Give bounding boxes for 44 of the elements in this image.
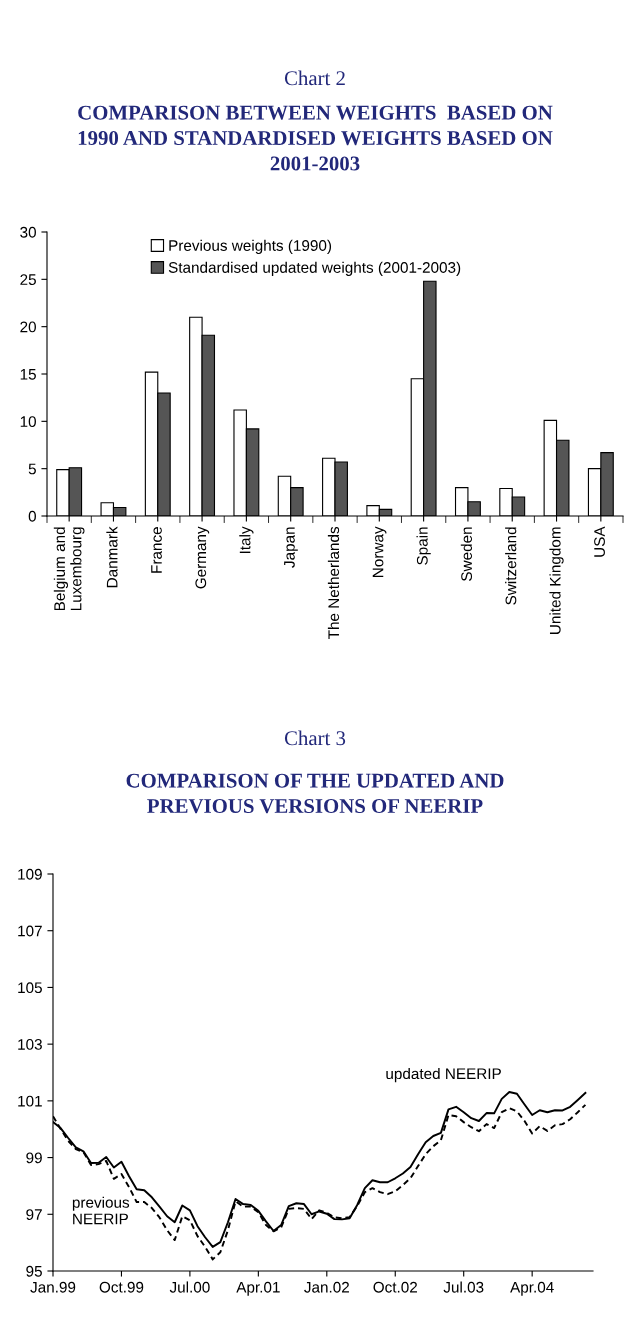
x-tick-label: Danmark <box>106 526 118 588</box>
chart-title: Chart 2 <box>284 70 345 86</box>
chart-subtitle: COMPARISON BETWEEN WEIGHTS BASED ON 1990 AND STANDARDISED WEIGHTS BASED ON 2001-2003 <box>78 105 553 171</box>
x-tick-label: Spain <box>416 527 431 565</box>
x-tick-label: The Netherlands <box>327 526 340 640</box>
x-tick-label: Switzerland <box>505 527 517 605</box>
y-tick-label: 5 <box>28 463 36 475</box>
y-tick-label: 103 <box>18 1039 42 1050</box>
x-tick-label: Italy <box>239 526 254 554</box>
x-tick-label: Jan.02 <box>304 1281 349 1293</box>
x-tick-label: Jan.99 <box>30 1281 76 1293</box>
x-tick-label: Jul.00 <box>169 1281 210 1293</box>
y-tick-label: 101 <box>18 1095 42 1107</box>
x-tick-label: Belgium and Luxembourg <box>53 527 85 611</box>
y-tick-label: 25 <box>20 274 36 286</box>
y-tick-label: 105 <box>18 982 42 994</box>
y-tick-label: 0 <box>28 510 36 522</box>
legend-label: Previous weights (1990) <box>169 239 332 254</box>
chart-title: Chart 3 <box>284 730 346 746</box>
y-tick-label: 15 <box>20 369 36 380</box>
y-tick-label: 20 <box>20 321 36 333</box>
x-tick-label: Oct.99 <box>99 1281 144 1293</box>
y-tick-label: 10 <box>20 416 36 428</box>
y-tick-label: 99 <box>26 1152 42 1164</box>
x-tick-label: Germany <box>195 526 210 589</box>
x-tick-label: Apr.04 <box>510 1281 554 1296</box>
x-tick-label: Apr.01 <box>236 1281 280 1296</box>
x-tick-label: France <box>151 527 162 573</box>
y-tick-label: 30 <box>20 226 36 238</box>
chart-subtitle: COMPARISON OF THE UPDATED AND PREVIOUS VERSIONS OF NEERIP <box>126 773 504 814</box>
series-label: updated NEERIP <box>386 1067 501 1083</box>
x-tick-label: USA <box>594 526 605 557</box>
x-tick-label: Jul.03 <box>443 1281 484 1293</box>
legend-label: Standardised updated weights (2001-2003) <box>168 261 461 276</box>
x-tick-label: United Kingdom <box>549 527 564 634</box>
x-tick-label: Oct.02 <box>373 1281 417 1293</box>
series-label: previous NEERIP <box>72 1196 130 1225</box>
x-tick-label: Japan <box>284 527 298 568</box>
x-tick-label: Norway <box>372 526 387 577</box>
x-tick-label: Sweden <box>460 527 473 581</box>
y-tick-label: 107 <box>18 925 42 937</box>
y-tick-label: 97 <box>26 1209 42 1220</box>
y-tick-label: 109 <box>18 868 42 880</box>
y-tick-label: 95 <box>26 1265 42 1277</box>
